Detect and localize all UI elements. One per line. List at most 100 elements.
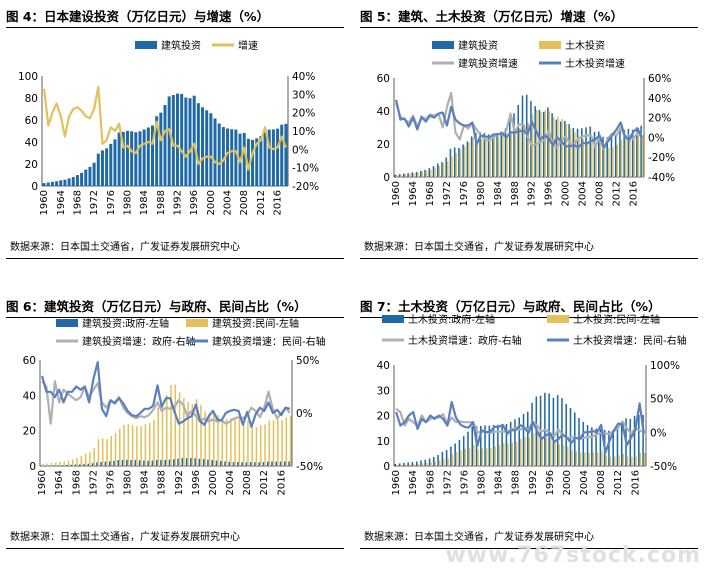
bar-0 xyxy=(600,429,602,466)
bar-1 xyxy=(447,458,449,466)
y-left-tick-label: 20 xyxy=(377,411,390,423)
x-tick-label: 1984 xyxy=(139,190,150,215)
legend-label: 土木投资 xyxy=(565,39,605,52)
bar-1 xyxy=(72,459,74,466)
x-tick-label: 1996 xyxy=(189,190,200,215)
bar-0 xyxy=(492,134,494,177)
x-tick-label: 2004 xyxy=(579,470,590,495)
y-right-tick-label: -10% xyxy=(292,163,319,175)
bar-1 xyxy=(485,139,487,177)
bar-1 xyxy=(438,166,440,177)
bar-0 xyxy=(429,458,431,466)
bar-0 xyxy=(442,452,444,466)
bar-1 xyxy=(400,175,402,177)
bar-1 xyxy=(597,452,599,466)
bar-1 xyxy=(544,111,546,177)
bar-1 xyxy=(230,418,232,466)
bar-1 xyxy=(81,456,83,466)
bar-1 xyxy=(595,144,597,177)
x-tick-label: 2000 xyxy=(562,470,573,495)
bar-1 xyxy=(89,452,91,466)
bar-1 xyxy=(494,138,496,177)
y-right-tick-label: 30% xyxy=(292,89,315,101)
bar-0 xyxy=(75,465,77,466)
bar-1 xyxy=(409,174,411,177)
bar-1 xyxy=(477,449,479,466)
bar-1 xyxy=(400,465,402,466)
bar-0 xyxy=(117,460,119,466)
bar-1 xyxy=(627,456,629,466)
bar-0 xyxy=(199,459,201,466)
bar-1 xyxy=(260,425,262,466)
bar-0 xyxy=(271,461,273,466)
bar-0 xyxy=(88,464,90,466)
bar-0 xyxy=(92,463,94,466)
bar-1 xyxy=(110,436,112,466)
x-tick-label: 2012 xyxy=(256,190,267,215)
bar-1 xyxy=(498,136,500,177)
bar-0 xyxy=(462,144,464,177)
bar-1 xyxy=(529,437,531,466)
bar-0 xyxy=(220,461,222,466)
bar-0 xyxy=(180,94,183,186)
bar-0 xyxy=(399,463,401,466)
bar-0 xyxy=(578,418,580,466)
y-right-tick-label: 60% xyxy=(648,73,671,85)
bar-0 xyxy=(135,460,137,466)
x-tick-label: 1980 xyxy=(477,470,488,495)
x-tick-label: 2004 xyxy=(223,190,234,215)
bar-0 xyxy=(433,457,435,466)
watermark: www.767stock.com xyxy=(445,543,701,568)
bar-1 xyxy=(451,157,453,177)
bar-1 xyxy=(59,462,61,466)
bar-1 xyxy=(55,463,57,466)
bar-0 xyxy=(527,412,529,466)
bar-0 xyxy=(608,431,610,466)
bar-0 xyxy=(211,460,213,466)
y-right-tick-label: 40% xyxy=(648,93,671,105)
bar-0 xyxy=(224,461,226,466)
bar-1 xyxy=(153,420,155,466)
bar-0 xyxy=(412,462,414,466)
bar-0 xyxy=(259,136,262,186)
y-right-tick-label: 0% xyxy=(648,132,665,144)
bar-0 xyxy=(416,461,418,466)
x-tick-label: 2000 xyxy=(561,181,572,206)
bar-1 xyxy=(623,454,625,466)
bar-0 xyxy=(76,175,79,186)
bar-1 xyxy=(439,460,441,466)
bar-1 xyxy=(430,462,432,466)
bar-1 xyxy=(179,392,181,466)
bar-1 xyxy=(633,138,635,177)
bar-1 xyxy=(608,148,610,177)
bar-1 xyxy=(396,465,398,466)
bar-1 xyxy=(580,453,582,466)
bar-0 xyxy=(58,465,60,466)
x-tick-label: 2012 xyxy=(259,470,270,495)
y-left-tick-label: 40 xyxy=(25,137,38,149)
bar-0 xyxy=(619,130,621,177)
legend-label: 土木投资:民间-左轴 xyxy=(573,313,660,326)
source-rule xyxy=(360,258,698,259)
bar-0 xyxy=(63,180,66,186)
bar-1 xyxy=(640,453,642,466)
x-tick-label: 1972 xyxy=(88,470,99,495)
bar-0 xyxy=(159,113,162,186)
x-tick-label: 1992 xyxy=(527,181,538,206)
y-left-tick-label: 0 xyxy=(383,172,390,184)
bar-1 xyxy=(162,404,164,466)
bar-0 xyxy=(424,460,426,466)
bar-0 xyxy=(105,462,107,466)
bar-1 xyxy=(136,426,138,466)
y-left-tick-label: 0 xyxy=(383,461,390,473)
bar-1 xyxy=(251,427,253,466)
y-right-tick-label: 40% xyxy=(292,71,315,83)
bar-0 xyxy=(184,98,187,186)
bar-0 xyxy=(51,182,54,186)
y-right-tick-label: 0% xyxy=(296,408,313,420)
bar-0 xyxy=(216,461,218,466)
bar-1 xyxy=(554,442,556,466)
x-tick-label: 1996 xyxy=(545,470,556,495)
